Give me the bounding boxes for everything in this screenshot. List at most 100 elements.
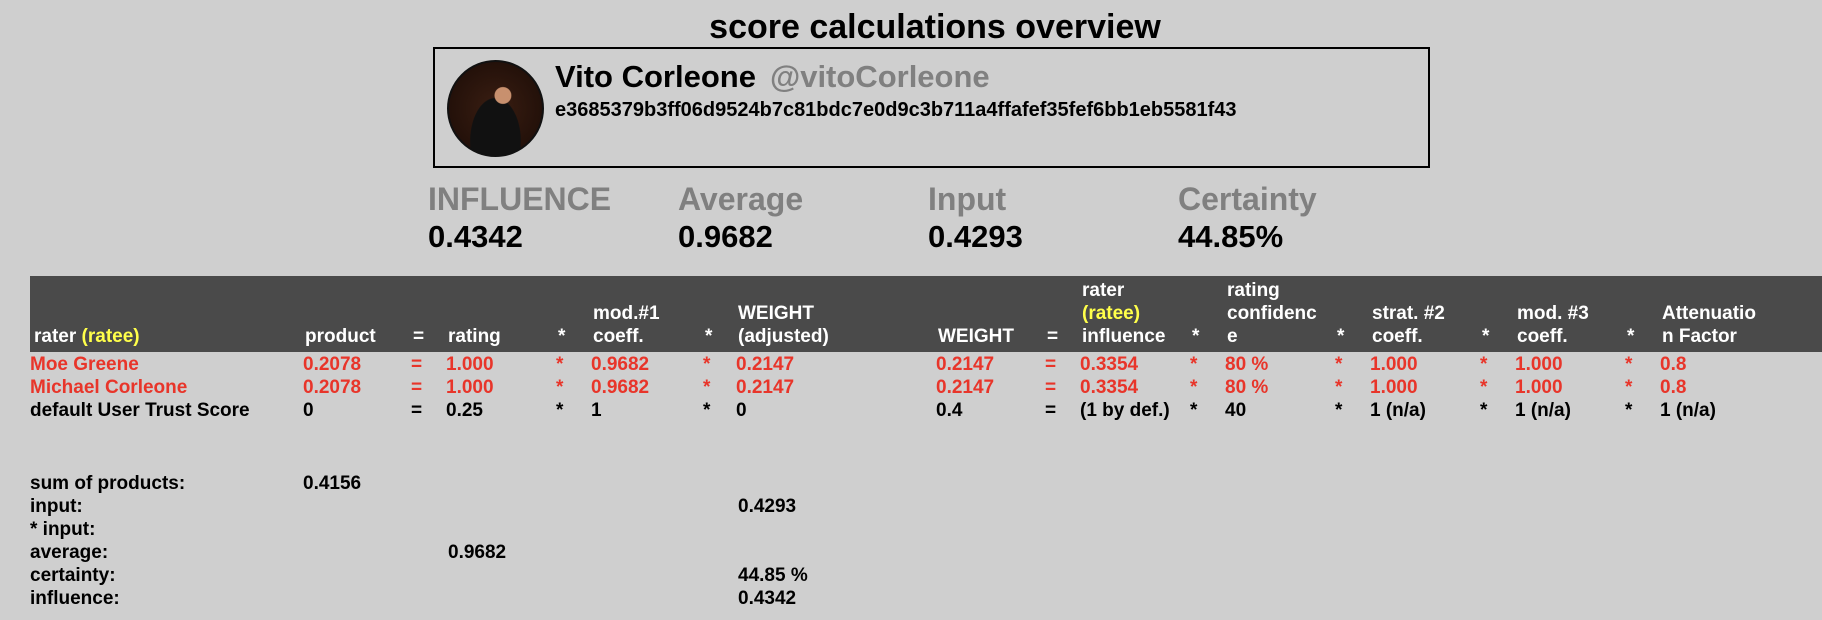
metric-value: 0.9682	[678, 219, 773, 254]
avatar	[447, 60, 544, 157]
cell-star: *	[1335, 377, 1343, 398]
metric-certainty: Certainty 44.85%	[1178, 180, 1418, 256]
cell-star: *	[556, 400, 564, 421]
cell-attenuation: 1 (n/a)	[1660, 400, 1716, 421]
header-strat2: strat. #2 coeff.	[1372, 303, 1445, 347]
cell-weight-adjusted: 0.2147	[736, 377, 795, 398]
metric-average: Average 0.9682	[678, 180, 918, 256]
summary-certainty-value: 44.85 %	[738, 565, 808, 586]
header-product: product	[305, 326, 376, 347]
profile-card: Vito Corleone @vitoCorleone e3685379b3ff0…	[433, 47, 1430, 168]
cell-product: 0.2078	[303, 354, 362, 375]
cell-mod1: 0.9682	[591, 377, 650, 398]
summary-star-input-label: * input:	[30, 519, 96, 540]
profile-name-line: Vito Corleone @vitoCorleone	[555, 59, 990, 95]
cell-influence: (1 by def.)	[1080, 400, 1170, 421]
summary-sum-of-products-value: 0.4156	[303, 473, 362, 494]
cell-eq: =	[411, 377, 423, 398]
cell-strat2: 1.000	[1370, 354, 1418, 375]
header-eq: =	[1047, 326, 1059, 347]
cell-star: *	[1480, 377, 1488, 398]
cell-attenuation: 0.8	[1660, 354, 1687, 375]
cell-influence: 0.3354	[1080, 377, 1139, 398]
summary-input-label: input:	[30, 496, 83, 517]
metric-value: 0.4342	[428, 219, 523, 254]
cell-eq: =	[1045, 377, 1057, 398]
header-eq: =	[413, 326, 425, 347]
summary-average-label: average:	[30, 542, 109, 563]
cell-star: *	[703, 354, 711, 375]
summary-influence-label: influence:	[30, 588, 120, 609]
cell-eq: =	[411, 354, 423, 375]
cell-influence: 0.3354	[1080, 354, 1139, 375]
header-rater-influence: rater (ratee) influence	[1082, 280, 1166, 347]
cell-star: *	[1625, 354, 1633, 375]
cell-rater[interactable]: Michael Corleone	[30, 377, 188, 398]
metric-value: 0.4293	[928, 219, 1023, 254]
header-ratee-tag: (ratee)	[81, 326, 140, 347]
metric-label: Input	[928, 181, 1007, 217]
cell-eq: =	[1045, 400, 1057, 421]
cell-star: *	[1190, 377, 1198, 398]
cell-eq: =	[411, 400, 423, 421]
header-rater: rater (ratee)	[34, 326, 140, 347]
cell-mod1: 1	[591, 400, 602, 421]
cell-star: *	[1480, 400, 1488, 421]
cell-weight-adjusted: 0.2147	[736, 354, 795, 375]
summary-input-value: 0.4293	[738, 496, 797, 517]
summary-sum-of-products-label: sum of products:	[30, 473, 186, 494]
cell-rater[interactable]: Moe Greene	[30, 354, 139, 375]
header-rating: rating	[448, 326, 501, 347]
page-title: score calculations overview	[709, 8, 1161, 46]
cell-strat2: 1.000	[1370, 377, 1418, 398]
metric-label: Certainty	[1178, 181, 1317, 217]
cell-rating: 0.25	[446, 400, 483, 421]
header-star: *	[1192, 326, 1200, 347]
metric-value: 44.85%	[1178, 219, 1284, 254]
metric-label: INFLUENCE	[428, 181, 612, 217]
header-mod1: mod.#1 coeff.	[593, 303, 660, 347]
metric-label: Average	[678, 181, 804, 217]
header-weight-adjusted: WEIGHT (adjusted)	[738, 303, 829, 347]
header-star: *	[1482, 326, 1490, 347]
header-mod3: mod. #3 coeff.	[1517, 303, 1589, 347]
summary-average-value: 0.9682	[448, 542, 507, 563]
cell-mod3: 1 (n/a)	[1515, 400, 1571, 421]
cell-eq: =	[1045, 354, 1057, 375]
profile-name: Vito Corleone	[555, 59, 756, 94]
cell-star: *	[1190, 354, 1198, 375]
cell-rating: 1.000	[446, 377, 494, 398]
cell-star: *	[1335, 400, 1343, 421]
metric-input: Input 0.4293	[928, 180, 1168, 256]
cell-star: *	[703, 400, 711, 421]
metric-influence: INFLUENCE 0.4342	[428, 180, 668, 256]
cell-mod1: 0.9682	[591, 354, 650, 375]
cell-star: *	[1480, 354, 1488, 375]
cell-weight: 0.4	[936, 400, 963, 421]
cell-mod3: 1.000	[1515, 354, 1563, 375]
summary-certainty-label: certainty:	[30, 565, 116, 586]
cell-confidence: 80 %	[1225, 377, 1269, 398]
header-star: *	[705, 326, 713, 347]
cell-star: *	[556, 354, 564, 375]
header-star: *	[1627, 326, 1635, 347]
cell-star: *	[1625, 400, 1633, 421]
cell-rating: 1.000	[446, 354, 494, 375]
cell-rater: default User Trust Score	[30, 400, 250, 421]
cell-strat2: 1 (n/a)	[1370, 400, 1426, 421]
cell-star: *	[703, 377, 711, 398]
header-star: *	[558, 326, 566, 347]
table-header: rater (ratee) product = rating * mod.#1 …	[30, 276, 1822, 352]
cell-star: *	[1190, 400, 1198, 421]
cell-weight: 0.2147	[936, 377, 995, 398]
cell-star: *	[1625, 377, 1633, 398]
cell-weight-adjusted: 0	[736, 400, 747, 421]
cell-product: 0	[303, 400, 314, 421]
cell-attenuation: 0.8	[1660, 377, 1687, 398]
cell-confidence: 40	[1225, 400, 1247, 421]
cell-star: *	[556, 377, 564, 398]
header-attenuation: Attenuatio n Factor	[1662, 303, 1756, 347]
header-rating-confidence: rating confidenc e	[1227, 280, 1317, 347]
cell-mod3: 1.000	[1515, 377, 1563, 398]
header-weight: WEIGHT	[938, 326, 1014, 347]
